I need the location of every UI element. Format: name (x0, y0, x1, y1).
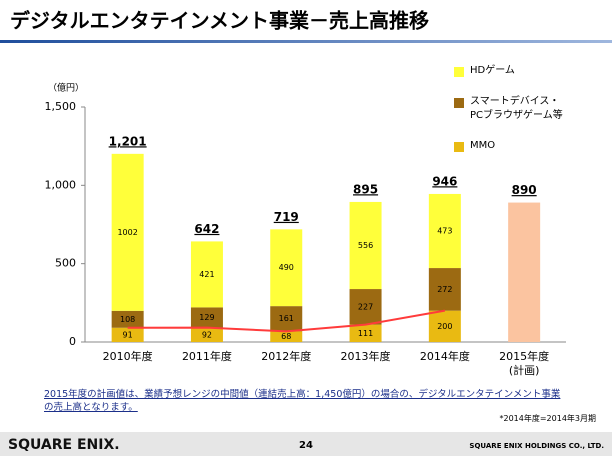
trend-line (127, 309, 446, 333)
segment-label: 68 (281, 332, 291, 341)
segment-label: 111 (358, 329, 373, 338)
segment-label: 227 (358, 302, 373, 311)
x-tick-label: 2015年度 (計画) (499, 350, 550, 377)
bar-segment (349, 201, 382, 290)
segment-label: 129 (199, 313, 214, 322)
total-label: 946 (432, 174, 457, 188)
bar-segment (111, 153, 144, 311)
segment-label: 91 (123, 330, 133, 339)
bar-segment (349, 289, 382, 325)
footer-company: SQUARE ENIX HOLDINGS CO., LTD. (469, 442, 604, 450)
total-label: 890 (512, 183, 537, 197)
bar-segment (111, 310, 144, 328)
segment-label: 473 (437, 227, 452, 236)
segment-label: 490 (279, 263, 294, 272)
plan-bar (508, 202, 541, 342)
bar-segment (190, 241, 223, 308)
bar-segment (111, 327, 144, 342)
footnote: 2015年度の計画値は、業績予想レンジの中間値（連結売上高：1,450億円）の場… (44, 389, 561, 413)
legend-label: HDゲーム (470, 65, 515, 76)
legend-swatch (454, 142, 464, 152)
legend-swatch (454, 98, 464, 108)
segment-label: 556 (358, 241, 373, 250)
segment-label: 200 (437, 322, 452, 331)
bar-segment (270, 331, 303, 342)
bar-segment (428, 268, 461, 311)
x-tick-label: 2010年度 (102, 350, 153, 363)
legend-swatch (454, 67, 464, 77)
title-underline (0, 40, 612, 43)
segment-label: 161 (279, 314, 294, 323)
segment-label: 272 (437, 285, 452, 294)
bar-segment (428, 310, 461, 342)
bar-segment (270, 306, 303, 332)
total-label: 642 (194, 222, 219, 236)
bar-segment (270, 229, 303, 307)
total-label: 895 (353, 182, 378, 196)
bar-segment (349, 324, 382, 342)
x-tick-label: 2013年度 (340, 350, 391, 363)
y-tick-label: 1,500 (45, 100, 77, 113)
total-label: 719 (274, 210, 299, 224)
unit-label: （億円） (48, 82, 84, 94)
segment-label: 421 (199, 270, 214, 279)
y-tick-label: 1,000 (45, 178, 77, 191)
x-tick-label: 2012年度 (261, 350, 312, 363)
slide-title: デジタルエンタテインメント事業－売上高推移 (10, 9, 429, 33)
x-tick-label: 2011年度 (181, 350, 232, 363)
y-tick-label: 0 (69, 335, 76, 348)
legend-label: MMO (470, 140, 496, 151)
bar-segment (428, 193, 461, 269)
segment-label: 1002 (117, 228, 137, 237)
footer-bar (0, 432, 612, 456)
y-tick-label: 500 (55, 257, 76, 270)
page-number: 24 (299, 440, 313, 451)
bar-segment (190, 307, 223, 328)
segment-label: 108 (120, 315, 135, 324)
x-tick-label: 2014年度 (419, 350, 470, 363)
footer-logo: SQUARE ENIX. (8, 437, 120, 453)
bar-segment (190, 327, 223, 342)
segment-label: 92 (202, 330, 212, 339)
note: *2014年度=2014年3月期 (499, 414, 596, 423)
legend-label: スマートデバイス・ PCブラウザゲーム等 (470, 96, 563, 121)
total-label: 1,201 (109, 134, 147, 148)
